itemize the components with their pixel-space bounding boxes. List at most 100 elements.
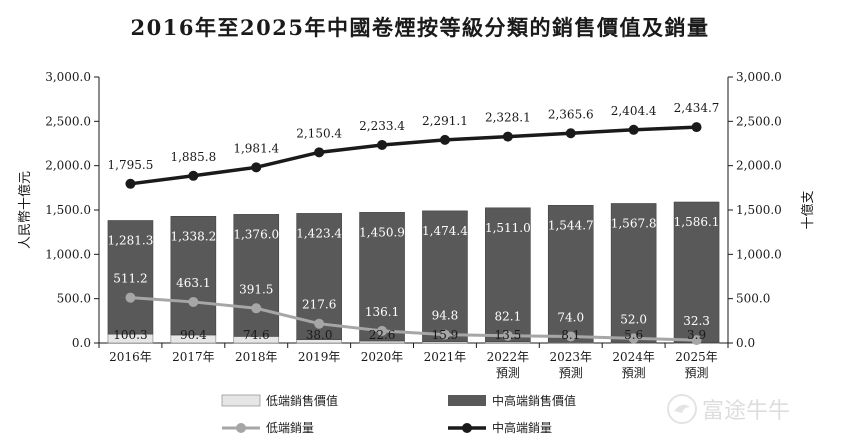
x-tick-label: 2024年預測	[612, 350, 655, 380]
point-low-end-volume	[628, 333, 639, 344]
line-mid-high-label: 1,795.5	[108, 158, 154, 172]
left-tick-label: 1,000.0	[45, 247, 91, 261]
right-tick-label: 1,000.0	[736, 247, 782, 261]
axes: 3,000.0 3,000.0 2,500.0 2,500.0 2,000.0 2,000…	[45, 70, 782, 380]
bar-mid-high-end-value	[170, 216, 217, 336]
line-low-label: 511.2	[113, 272, 147, 286]
left-tick-label: 500.0	[57, 292, 91, 306]
legend-label-mid-high-end-value: 中高端銷售價值	[492, 393, 576, 408]
bar-mid-high-end-value	[485, 207, 531, 343]
line-mid-high-label: 1,981.4	[233, 141, 279, 155]
x-tick-label: 2020年	[361, 350, 404, 364]
data-labels: 1,281.3 100.3 1,338.2 90.4 1,376.0 74.6 1,423.…	[108, 101, 720, 342]
point-mid-high-end-volume	[565, 128, 576, 139]
bar-mid-high-end-value	[107, 220, 154, 335]
lines	[125, 122, 702, 346]
bar-low-label: 22.6	[369, 328, 396, 342]
watermark-text: 富途牛牛	[702, 399, 790, 424]
legend-label-low-end-value: 低端銷售價值	[266, 393, 338, 408]
line-mid-high-label: 2,291.1	[422, 114, 468, 128]
point-low-end-volume	[314, 318, 325, 329]
left-tick-label: 0.0	[72, 336, 91, 350]
line-mid-high-label: 1,885.8	[170, 150, 216, 164]
right-tick-label: 2,000.0	[736, 159, 782, 173]
right-axis-title: 十億支	[800, 190, 816, 229]
line-low-label: 94.8	[432, 309, 459, 323]
point-mid-high-end-volume	[125, 178, 136, 189]
line-low-label: 136.1	[365, 305, 399, 319]
point-low-end-volume	[188, 296, 199, 307]
bar-low-label: 15.9	[432, 328, 459, 342]
x-tick-label: 2025年預測	[675, 350, 718, 380]
bar-mid-high-label: 1,474.4	[422, 224, 468, 238]
bar-mid-high-end-value	[610, 203, 657, 343]
line-mid-high-end-volume	[130, 125, 697, 186]
line-low-label: 217.6	[302, 298, 336, 312]
line-low-label: 52.0	[620, 312, 647, 326]
legend-label-mid-high-end-volume: 中高端銷量	[492, 420, 552, 435]
bar-low-label: 8.1	[561, 328, 580, 342]
left-tick-label: 2,000.0	[45, 159, 91, 173]
line-low-label: 391.5	[239, 282, 273, 296]
legend-swatch-low-end-value	[221, 394, 261, 407]
point-low-end-volume	[125, 292, 136, 303]
bar-mid-high-end-value	[359, 212, 405, 342]
futu-logo-icon	[667, 394, 697, 424]
legend-label-low-end-volume: 低端銷量	[266, 420, 314, 435]
point-low-end-volume	[502, 330, 513, 341]
point-low-end-volume	[691, 335, 702, 346]
chart-title: 2016年至2025年中國卷煙按等級分類的銷售價值及銷量	[131, 15, 710, 40]
line-low-label: 82.1	[494, 310, 521, 324]
right-tick-label: 0.0	[736, 336, 755, 350]
point-mid-high-end-volume	[377, 139, 388, 150]
bar-mid-high-label: 1,544.7	[548, 218, 594, 232]
point-low-end-volume	[565, 331, 576, 342]
bar-mid-high-end-value	[547, 205, 594, 343]
bar-low-label: 90.4	[180, 328, 207, 342]
bar-mid-high-label: 1,423.4	[296, 226, 342, 240]
bar-mid-high-label: 1,586.1	[674, 215, 720, 229]
line-mid-high-label: 2,233.4	[359, 119, 405, 133]
bar-mid-high-end-value	[233, 214, 280, 337]
point-mid-high-end-volume	[314, 147, 325, 158]
point-low-end-volume	[251, 303, 262, 314]
bar-low-label: 13.5	[494, 328, 521, 342]
point-mid-high-end-volume	[502, 131, 513, 142]
right-tick-label: 500.0	[736, 292, 770, 306]
point-mid-high-end-volume	[439, 134, 450, 145]
legend-marker-mid-high-end-volume	[462, 423, 472, 433]
bar-mid-high-label: 1,281.3	[108, 233, 154, 247]
line-low-label: 74.0	[557, 310, 584, 324]
point-low-end-volume	[377, 325, 388, 336]
left-axis-title: 人民幣十億元	[17, 171, 33, 249]
bar-low-label: 3.9	[687, 328, 706, 342]
line-mid-high-label: 2,365.6	[548, 107, 594, 121]
legend-swatch-mid-high-end-value	[448, 395, 486, 406]
line-mid-high-label: 2,434.7	[674, 101, 720, 115]
point-low-end-volume	[439, 329, 450, 340]
bar-mid-high-label: 1,376.0	[233, 227, 279, 241]
x-tick-label: 2016年	[109, 350, 152, 364]
line-low-label: 32.3	[683, 314, 710, 328]
x-tick-label: 2022年預測	[487, 350, 530, 380]
bar-mid-high-label: 1,567.8	[611, 216, 657, 230]
right-tick-label: 2,500.0	[736, 114, 782, 128]
bar-low-label: 5.6	[624, 328, 643, 342]
legend-marker-low-end-volume	[236, 423, 246, 433]
line-low-end-volume	[130, 296, 697, 342]
point-mid-high-end-volume	[188, 170, 199, 181]
bar-low-label: 38.0	[306, 328, 333, 342]
line-low-label: 463.1	[176, 276, 210, 290]
x-tick-label: 2018年	[235, 350, 278, 364]
x-tick-label: 2021年	[424, 350, 467, 364]
line-mid-high-label: 2,150.4	[296, 126, 342, 140]
bar-low-label: 100.3	[113, 328, 147, 342]
bar-mid-high-label: 1,511.0	[485, 221, 531, 235]
watermark: 富途牛牛	[667, 394, 790, 424]
line-mid-high-label: 2,404.4	[611, 104, 657, 118]
bar-mid-high-end-value	[673, 201, 720, 343]
point-mid-high-end-volume	[251, 162, 262, 173]
point-mid-high-end-volume	[691, 122, 702, 133]
right-tick-label: 1,500.0	[736, 203, 782, 217]
